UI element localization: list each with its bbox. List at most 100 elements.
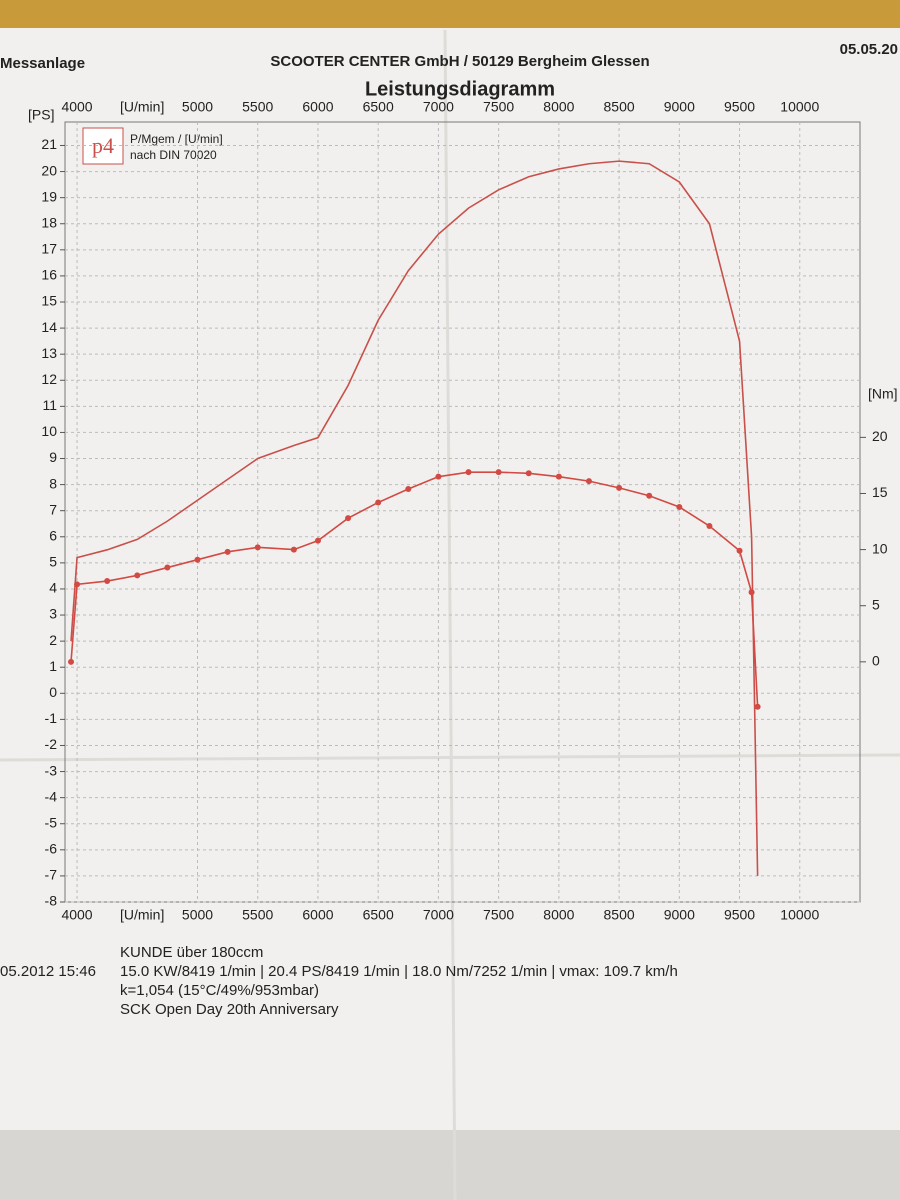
table-surface: [0, 0, 900, 30]
y-tick-label: 3: [49, 606, 57, 622]
y-tick-label: 5: [49, 554, 57, 570]
y-tick-label: 8: [49, 475, 57, 491]
x-tick-label: 8500: [604, 907, 635, 923]
x-tick-label: 9500: [724, 907, 755, 923]
legend-line: P/Mgem / [U/min]: [130, 132, 223, 146]
data-point: [405, 485, 412, 492]
y-tick-label: -5: [45, 814, 58, 830]
series-line: [70, 471, 759, 707]
data-point: [74, 581, 81, 588]
y-tick-label: -2: [45, 736, 58, 752]
y-tick-label: 13: [41, 345, 57, 361]
x-tick-label-top: 5000: [182, 99, 213, 115]
y2-tick-label: 15: [872, 484, 888, 500]
y2-tick-label: 0: [872, 653, 880, 669]
data-point: [676, 503, 683, 510]
y-tick-label: 9: [49, 449, 57, 465]
data-point: [525, 470, 532, 477]
y2-tick-label: 5: [872, 596, 880, 612]
footer-line: k=1,054 (15°C/49%/953mbar): [120, 982, 319, 999]
x-tick-label-top: 10000: [780, 99, 819, 115]
data-point: [224, 548, 231, 555]
x-tick-label-top: 8000: [543, 99, 574, 115]
data-point: [646, 492, 653, 499]
data-point: [616, 484, 623, 491]
y-tick-label: 17: [41, 241, 57, 257]
data-point: [748, 589, 755, 596]
data-point: [754, 703, 761, 710]
y-tick-label: -8: [45, 893, 58, 909]
x-tick-label-top: 7500: [483, 99, 514, 115]
x-tick-label-top: 7000: [423, 99, 454, 115]
data-point: [736, 547, 743, 554]
y-tick-label: -4: [45, 788, 58, 804]
logo-box: [82, 127, 124, 165]
paper-shadow: [0, 1130, 900, 1200]
x-tick-label: 9000: [664, 907, 695, 923]
x-tick-label: 5000: [182, 907, 213, 923]
y2-tick-label: 20: [872, 428, 888, 444]
footer-line: 15.0 KW/8419 1/min | 20.4 PS/8419 1/min …: [120, 963, 678, 980]
x-tick-label: 7000: [423, 907, 454, 923]
data-point: [254, 544, 261, 551]
data-point: [345, 515, 352, 522]
data-point: [435, 473, 442, 480]
data-point: [555, 473, 562, 480]
y-tick-label: 2: [49, 632, 57, 648]
data-point: [290, 546, 297, 553]
y-tick-label: 16: [41, 267, 57, 283]
legend-line: nach DIN 70020: [130, 148, 217, 162]
x-tick-label-top: 8500: [604, 99, 635, 115]
x-axis-label: [U/min]: [120, 907, 164, 923]
data-point: [585, 478, 592, 485]
y-tick-label: 19: [41, 188, 57, 204]
data-point: [104, 578, 111, 585]
chart-title: Leistungsdiagramm: [365, 78, 555, 100]
header-left: Messanlage: [0, 55, 85, 72]
data-point: [134, 572, 141, 579]
x-axis-label: [U/min]: [120, 99, 164, 115]
data-point: [314, 537, 321, 544]
y-axis-label: [PS]: [28, 107, 54, 123]
y-tick-label: -6: [45, 841, 58, 857]
y-tick-label: 1: [49, 658, 57, 674]
data-point: [465, 469, 472, 476]
y-tick-label: 21: [41, 136, 57, 152]
x-tick-label: 6500: [363, 907, 394, 923]
header-center: SCOOTER CENTER GmbH / 50129 Bergheim Gle…: [270, 53, 649, 70]
x-tick-label: 5500: [242, 907, 273, 923]
footer-line: 05.2012 15:46: [0, 963, 96, 980]
y-tick-label: 14: [41, 319, 57, 335]
y-tick-label: -7: [45, 867, 58, 883]
header-right: 05.05.20: [840, 41, 898, 58]
y-tick-label: 0: [49, 684, 57, 700]
y2-tick-label: 10: [872, 540, 888, 556]
data-point: [194, 556, 201, 563]
data-point: [164, 564, 171, 571]
y-tick-label: 20: [41, 162, 57, 178]
x-tick-label-top: 4000: [61, 99, 92, 115]
footer-line: SCK Open Day 20th Anniversary: [120, 1001, 339, 1018]
y2-axis-label: [Nm]: [868, 386, 898, 402]
x-tick-label: 8000: [543, 907, 574, 923]
y-tick-label: 12: [41, 371, 57, 387]
y-tick-label: 15: [41, 293, 57, 309]
series-line: [70, 160, 759, 876]
y-tick-label: 11: [42, 397, 57, 413]
x-tick-label-top: 6500: [363, 99, 394, 115]
y-tick-label: -1: [45, 710, 58, 726]
x-tick-label-top: 6000: [302, 99, 333, 115]
y-tick-label: 18: [41, 214, 57, 230]
x-tick-label-top: 9500: [724, 99, 755, 115]
data-point: [706, 523, 713, 530]
y-tick-label: -3: [45, 762, 58, 778]
x-tick-label: 4000: [61, 907, 92, 923]
data-point: [68, 658, 75, 665]
data-point: [375, 499, 382, 506]
data-point: [495, 469, 502, 476]
y-tick-label: 7: [49, 501, 57, 517]
x-tick-label-top: 9000: [664, 99, 695, 115]
y-tick-label: 6: [49, 527, 57, 543]
x-tick-label-top: 5500: [242, 99, 273, 115]
